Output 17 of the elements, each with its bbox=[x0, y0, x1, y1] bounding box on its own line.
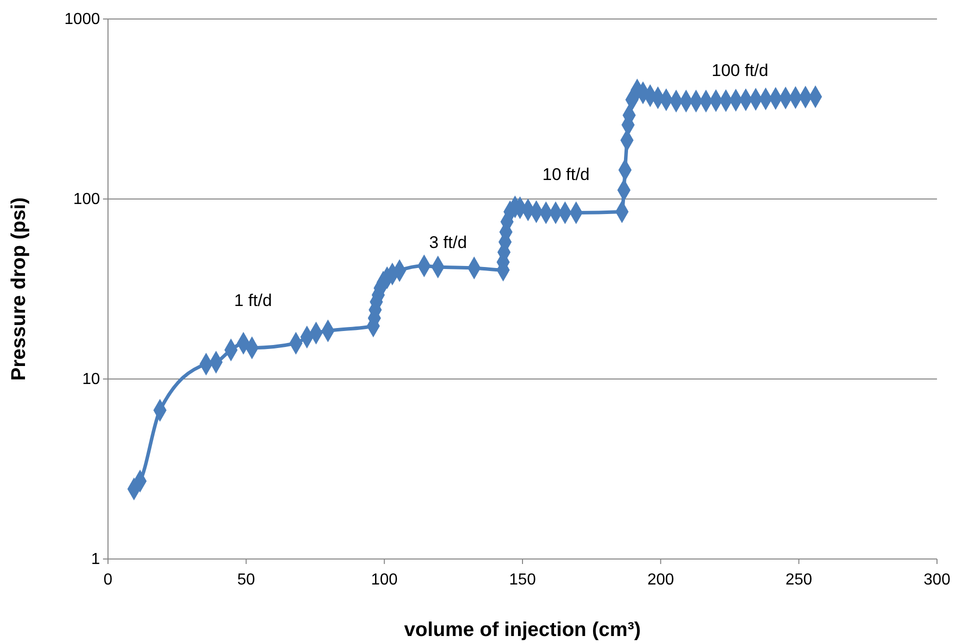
x-tick-label: 100 bbox=[370, 572, 398, 589]
x-axis-title: volume of injection (cm³) bbox=[404, 619, 641, 641]
y-tick-label: 1000 bbox=[64, 11, 100, 28]
annotation: 1 ft/d bbox=[234, 291, 272, 310]
x-tick-label: 200 bbox=[647, 572, 674, 589]
x-tick-label: 300 bbox=[924, 572, 950, 589]
annotation: 100 ft/d bbox=[712, 61, 768, 80]
x-tick-label: 50 bbox=[237, 572, 256, 589]
annotation: 10 ft/d bbox=[542, 165, 590, 184]
y-axis-title: Pressure drop (psi) bbox=[8, 197, 30, 381]
y-tick-label: 10 bbox=[82, 371, 100, 388]
x-tick-label: 150 bbox=[509, 572, 536, 589]
annotation: 3 ft/d bbox=[429, 233, 467, 252]
x-tick-label: 0 bbox=[104, 572, 113, 589]
y-tick-label: 1 bbox=[91, 551, 100, 568]
x-tick-label: 250 bbox=[785, 572, 812, 589]
y-tick-label: 100 bbox=[73, 191, 100, 208]
